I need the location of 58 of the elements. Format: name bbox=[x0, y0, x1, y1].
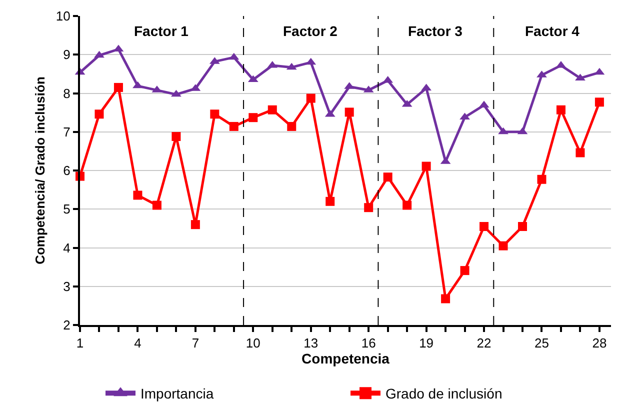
point bbox=[402, 200, 412, 210]
point bbox=[441, 294, 450, 304]
x-tick-label: 10 bbox=[246, 336, 260, 351]
point bbox=[172, 132, 181, 142]
point bbox=[498, 127, 508, 134]
point bbox=[287, 122, 296, 131]
annotation: Factor 1 bbox=[134, 23, 189, 39]
point bbox=[518, 222, 527, 232]
point bbox=[537, 174, 546, 184]
point bbox=[364, 203, 374, 212]
point bbox=[383, 172, 392, 182]
x-tick-label: 25 bbox=[534, 336, 549, 351]
x-tick-label: 7 bbox=[192, 336, 200, 351]
legend-label: Importancia bbox=[140, 386, 214, 402]
x-tick-label: 16 bbox=[361, 336, 376, 351]
point bbox=[152, 200, 162, 210]
y-tick-label: 5 bbox=[63, 202, 70, 217]
y-tick-label: 7 bbox=[63, 124, 70, 140]
point bbox=[229, 122, 238, 131]
x-tick-label: 22 bbox=[476, 336, 492, 351]
point bbox=[133, 190, 142, 200]
point bbox=[460, 266, 470, 276]
point bbox=[480, 222, 489, 232]
x-tick-label: 19 bbox=[419, 336, 434, 351]
y-axis-title: Competencia/ Grado inclusión bbox=[32, 76, 48, 264]
y-tick-label: 2 bbox=[63, 318, 70, 333]
annotation: Factor 4 bbox=[525, 23, 580, 39]
point bbox=[94, 110, 104, 119]
point bbox=[210, 110, 220, 119]
point bbox=[171, 90, 182, 97]
point bbox=[344, 108, 354, 117]
point bbox=[190, 220, 200, 230]
point bbox=[132, 81, 143, 88]
point bbox=[248, 113, 258, 122]
y-tick-label: 9 bbox=[63, 47, 70, 62]
point bbox=[594, 98, 604, 107]
x-axis-title: Competencia bbox=[302, 350, 390, 367]
point bbox=[268, 105, 277, 114]
x-tick-label: 4 bbox=[134, 336, 142, 351]
y-tick-label: 4 bbox=[63, 240, 70, 256]
point bbox=[306, 94, 316, 103]
point bbox=[556, 105, 566, 114]
x-tick-label: 13 bbox=[304, 336, 318, 351]
y-tick-label: 6 bbox=[63, 163, 70, 178]
y-tick-label: 8 bbox=[63, 86, 70, 101]
point bbox=[422, 162, 431, 171]
y-tick-label: 10 bbox=[56, 8, 70, 24]
point bbox=[498, 241, 508, 250]
x-tick-label: 1 bbox=[76, 336, 84, 351]
x-tick-label: 28 bbox=[592, 336, 607, 351]
y-tick-label: 3 bbox=[63, 278, 70, 294]
legend-label: Grado de inclusión bbox=[386, 386, 502, 402]
point bbox=[326, 196, 335, 206]
annotation: Factor 2 bbox=[283, 23, 338, 39]
point bbox=[576, 148, 585, 158]
point bbox=[94, 50, 104, 58]
point bbox=[114, 82, 123, 92]
annotation: Factor 3 bbox=[408, 23, 463, 39]
